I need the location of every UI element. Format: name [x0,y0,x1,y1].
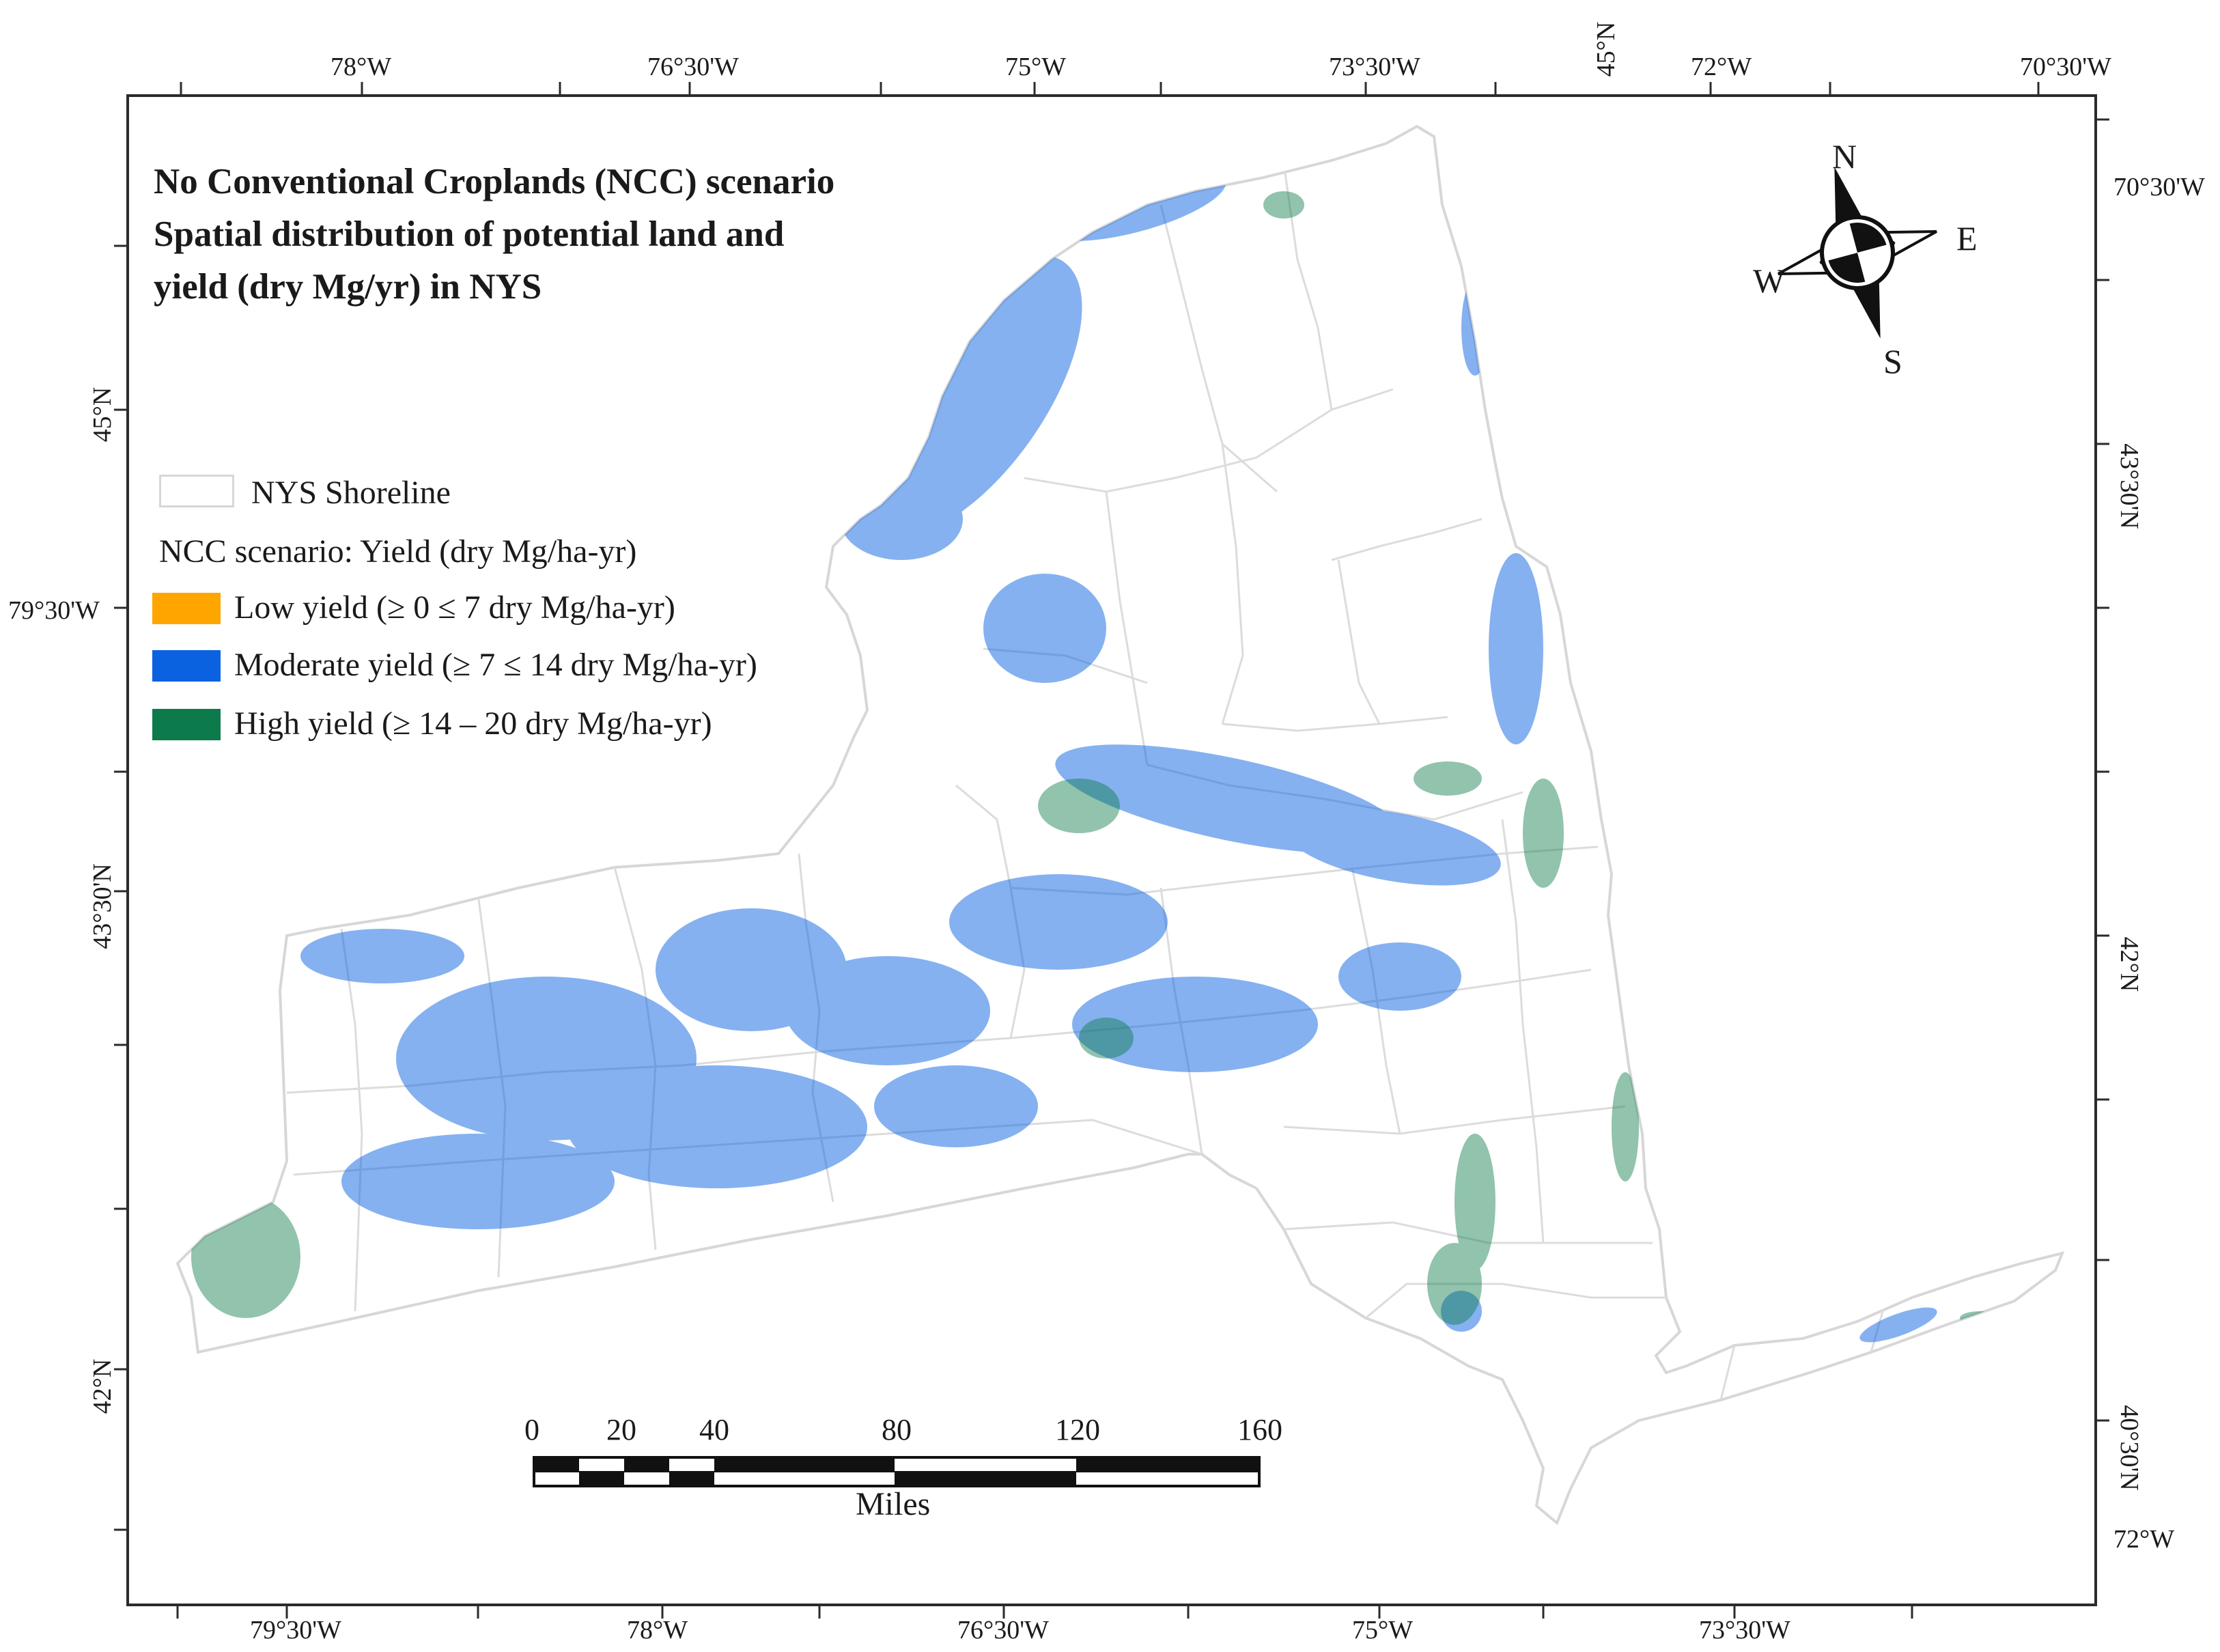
legend-swatch-high [152,709,221,740]
graticule-label-bottom: 73°30'W [1699,1616,1790,1644]
legend-swatch-low [152,593,221,624]
scale-tick-label: 80 [882,1413,912,1446]
compass-w-label: W [1753,262,1786,300]
scale-bar-graphic [533,1456,1261,1487]
graticule-label-top: 73°30'W [1329,53,1420,81]
graticule-label-right: 70°30'W [2113,173,2205,201]
map-title-line: yield (dry Mg/yr) in NYS [154,267,542,307]
scale-tick-label: 0 [524,1413,539,1446]
graticule-label-top: 72°W [1691,53,1752,81]
legend-label-moderate: Moderate yield (≥ 7 ≤ 14 dry Mg/ha-yr) [234,647,757,683]
graticule-label-top: 75°W [1005,53,1067,81]
graticule-label-right: 72°W [2113,1525,2175,1554]
legend-label-low: Low yield (≥ 0 ≤ 7 dry Mg/ha-yr) [234,589,675,626]
graticule-label-bottom: 79°30'W [250,1616,341,1644]
graticule-label-bottom: 75°W [1352,1616,1414,1644]
map-frame [126,94,2097,1606]
scale-tick-label: 120 [1055,1413,1100,1446]
compass-s-label: S [1883,342,1902,380]
shoreline-swatch [159,475,234,507]
legend-shoreline-label: NYS Shoreline [251,475,451,511]
graticule-label-left: 79°30'W [8,596,100,625]
legend-swatch-moderate [152,650,221,682]
compass-n-label: N [1832,137,1857,176]
graticule-label-bottom: 78°W [627,1616,688,1644]
legend-label-high: High yield (≥ 14 – 20 dry Mg/ha-yr) [234,705,712,742]
graticule-label-bottom: 76°30'W [957,1616,1049,1644]
north-arrow-icon [1778,167,1937,339]
scale-unit-label: Miles [856,1486,931,1522]
map-title: No Conventional Croplands (NCC) scenario… [154,156,834,313]
scale-tick-label: 160 [1237,1413,1282,1446]
legend-heading: NCC scenario: Yield (dry Mg/ha-yr) [159,533,637,570]
map-title-line: Spatial distribution of potential land a… [154,214,785,254]
graticule-label-top: 76°30'W [647,53,739,81]
graticule-label-top: 70°30'W [2020,53,2111,81]
scale-tick-label: 40 [699,1413,729,1446]
scale-tick-label: 20 [606,1413,636,1446]
map-title-line: No Conventional Croplands (NCC) scenario [154,162,835,201]
compass-e-label: E [1956,219,1978,257]
graticule-label-top: 78°W [331,53,392,81]
